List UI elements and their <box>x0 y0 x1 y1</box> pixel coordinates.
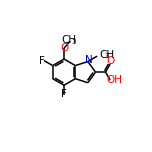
Text: F: F <box>61 90 67 99</box>
Text: 3: 3 <box>105 53 109 59</box>
Text: CH: CH <box>62 35 77 45</box>
Text: O: O <box>60 43 68 53</box>
Text: 3: 3 <box>72 39 76 45</box>
Text: CH: CH <box>99 50 115 60</box>
Text: N: N <box>85 55 92 65</box>
Text: F: F <box>39 56 45 66</box>
Text: O: O <box>106 56 114 66</box>
Text: OH: OH <box>106 75 122 85</box>
